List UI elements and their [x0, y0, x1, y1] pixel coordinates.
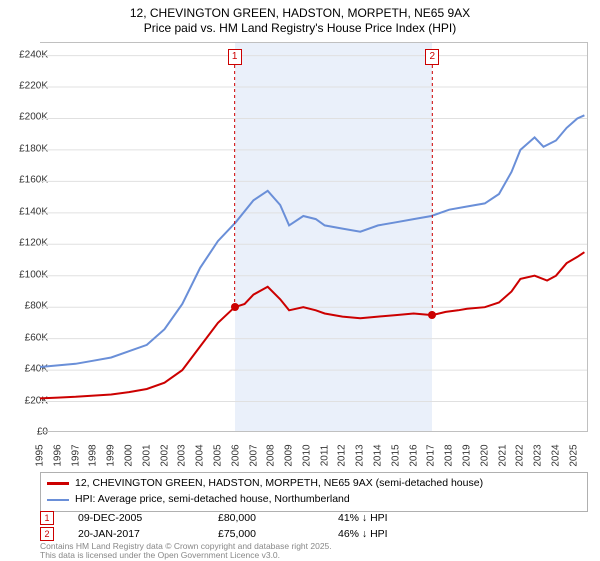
x-tick-label: 2025	[568, 444, 579, 466]
event-date: 20-JAN-2017	[78, 528, 218, 540]
x-tick-label: 2011	[319, 445, 330, 467]
attribution-line2: This data is licensed under the Open Gov…	[40, 551, 332, 560]
event-marker-flag: 1	[228, 49, 242, 65]
x-tick-label: 2004	[195, 444, 206, 466]
x-tick-label: 2007	[248, 444, 259, 466]
legend-swatch-price	[47, 482, 69, 485]
x-tick-label: 2003	[177, 444, 188, 466]
x-tick-label: 2013	[355, 444, 366, 466]
legend-row: 12, CHEVINGTON GREEN, HADSTON, MORPETH, …	[47, 476, 581, 492]
x-tick-label: 2001	[141, 444, 152, 466]
legend-label-hpi: HPI: Average price, semi-detached house,…	[75, 492, 350, 508]
x-tick-label: 2020	[479, 444, 490, 466]
event-marker-flag: 2	[425, 49, 439, 65]
x-tick-label: 1997	[70, 444, 81, 466]
event-diff: 41% ↓ HPI	[338, 512, 388, 524]
x-tick-label: 1999	[106, 444, 117, 466]
plot-area: 12	[40, 42, 588, 432]
x-tick-label: 2006	[230, 444, 241, 466]
event-marker-box: 1	[40, 511, 54, 525]
event-price: £80,000	[218, 512, 338, 524]
x-tick-label: 2019	[462, 444, 473, 466]
event-dot	[231, 303, 239, 311]
x-tick-label: 2009	[284, 444, 295, 466]
title-address: 12, CHEVINGTON GREEN, HADSTON, MORPETH, …	[0, 6, 600, 21]
x-tick-label: 2015	[390, 444, 401, 466]
legend-swatch-hpi	[47, 499, 69, 501]
x-tick-label: 2002	[159, 444, 170, 466]
legend-label-price: 12, CHEVINGTON GREEN, HADSTON, MORPETH, …	[75, 476, 483, 492]
x-tick-label: 2024	[550, 444, 561, 466]
x-tick-label: 1995	[35, 444, 46, 466]
event-date: 09-DEC-2005	[78, 512, 218, 524]
x-tick-label: 2023	[533, 444, 544, 466]
event-price: £75,000	[218, 528, 338, 540]
plot-svg	[40, 43, 587, 431]
x-tick-label: 2010	[301, 444, 312, 466]
x-tick-label: 2022	[515, 444, 526, 466]
x-tick-label: 2000	[123, 444, 134, 466]
event-row: 1 09-DEC-2005 £80,000 41% ↓ HPI	[40, 510, 388, 526]
attribution: Contains HM Land Registry data © Crown c…	[40, 542, 332, 561]
x-tick-label: 2012	[337, 444, 348, 466]
legend-row: HPI: Average price, semi-detached house,…	[47, 492, 581, 508]
chart-title: 12, CHEVINGTON GREEN, HADSTON, MORPETH, …	[0, 0, 600, 36]
event-marker-box: 2	[40, 527, 54, 541]
event-diff: 46% ↓ HPI	[338, 528, 388, 540]
x-tick-label: 2014	[373, 444, 384, 466]
legend: 12, CHEVINGTON GREEN, HADSTON, MORPETH, …	[40, 472, 588, 512]
event-row: 2 20-JAN-2017 £75,000 46% ↓ HPI	[40, 526, 388, 542]
events-table: 1 09-DEC-2005 £80,000 41% ↓ HPI 2 20-JAN…	[40, 510, 388, 542]
x-tick-label: 2005	[212, 444, 223, 466]
x-tick-label: 2018	[444, 444, 455, 466]
x-tick-label: 2021	[497, 444, 508, 466]
x-tick-label: 1998	[88, 444, 99, 466]
title-subtitle: Price paid vs. HM Land Registry's House …	[0, 21, 600, 36]
event-dot	[428, 311, 436, 319]
chart-container: 12, CHEVINGTON GREEN, HADSTON, MORPETH, …	[0, 0, 600, 560]
x-tick-label: 2017	[426, 444, 437, 466]
x-tick-label: 2016	[408, 444, 419, 466]
x-tick-label: 2008	[266, 444, 277, 466]
x-tick-label: 1996	[52, 444, 63, 466]
